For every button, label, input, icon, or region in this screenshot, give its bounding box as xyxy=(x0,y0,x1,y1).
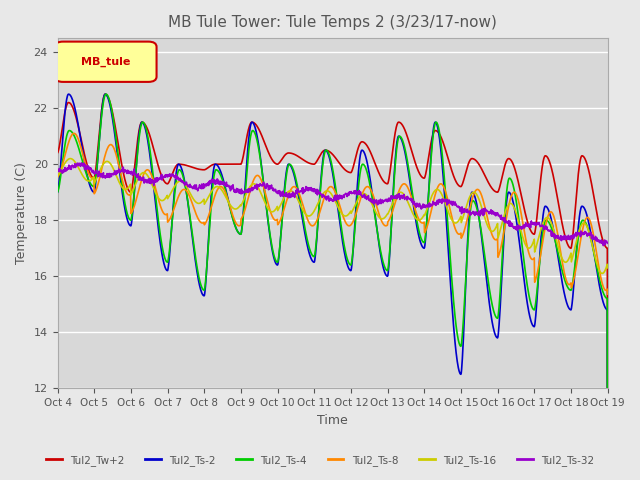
Tul2_Ts-32 xyxy=(77,160,85,166)
Tul2_Ts-32 xyxy=(119,168,127,174)
Tul2_Ts-2 xyxy=(367,182,375,188)
Tul2_Ts-8 xyxy=(54,174,61,180)
Tul2_Ts-2 xyxy=(54,189,61,195)
Tul2_Ts-8 xyxy=(287,186,295,192)
Tul2_Tw+2 xyxy=(119,168,127,173)
Tul2_Ts-32 xyxy=(299,191,307,196)
Tul2_Ts-16 xyxy=(299,207,307,213)
Title: MB Tule Tower: Tule Temps 2 (3/23/17-now): MB Tule Tower: Tule Temps 2 (3/23/17-now… xyxy=(168,15,497,30)
Tul2_Ts-32 xyxy=(287,192,295,198)
Line: Tul2_Ts-8: Tul2_Ts-8 xyxy=(58,133,608,294)
Tul2_Ts-8 xyxy=(97,171,104,177)
Tul2_Ts-8 xyxy=(604,291,612,297)
Tul2_Ts-4 xyxy=(119,188,127,193)
Line: Tul2_Ts-32: Tul2_Ts-32 xyxy=(58,163,608,246)
Tul2_Tw+2 xyxy=(54,150,61,156)
Tul2_Ts-16 xyxy=(54,173,61,179)
Tul2_Ts-32 xyxy=(308,187,316,193)
Tul2_Ts-8 xyxy=(299,202,307,207)
Tul2_Ts-16 xyxy=(598,271,606,276)
Tul2_Ts-16 xyxy=(67,156,74,161)
Tul2_Ts-32 xyxy=(54,168,61,173)
Tul2_Ts-4 xyxy=(287,163,295,168)
Tul2_Ts-2 xyxy=(97,122,104,128)
Tul2_Ts-8 xyxy=(70,131,78,136)
Tul2_Ts-32 xyxy=(97,174,104,180)
Tul2_Ts-4 xyxy=(54,189,61,195)
Tul2_Ts-2 xyxy=(65,91,72,97)
Tul2_Ts-16 xyxy=(119,185,127,191)
Tul2_Ts-2 xyxy=(287,164,295,170)
Tul2_Ts-8 xyxy=(119,179,127,185)
Tul2_Tw+2 xyxy=(101,91,109,97)
Line: Tul2_Ts-2: Tul2_Ts-2 xyxy=(58,94,608,480)
Tul2_Ts-32 xyxy=(604,240,612,246)
Tul2_Ts-16 xyxy=(367,199,375,205)
Tul2_Ts-16 xyxy=(97,167,104,172)
Line: Tul2_Ts-16: Tul2_Ts-16 xyxy=(58,158,608,274)
Tul2_Ts-32 xyxy=(367,196,375,202)
Tul2_Ts-2 xyxy=(308,258,316,264)
Tul2_Ts-4 xyxy=(102,91,110,97)
Tul2_Ts-4 xyxy=(299,213,307,218)
Tul2_Ts-2 xyxy=(299,218,307,224)
Tul2_Ts-4 xyxy=(308,253,316,259)
Tul2_Tw+2 xyxy=(299,156,307,162)
Tul2_Ts-16 xyxy=(287,188,295,194)
Tul2_Ts-32 xyxy=(600,243,607,249)
Tul2_Ts-4 xyxy=(367,188,375,193)
Tul2_Ts-4 xyxy=(96,129,104,134)
Text: MB_tule: MB_tule xyxy=(81,57,130,67)
Tul2_Tw+2 xyxy=(96,121,104,127)
Tul2_Ts-16 xyxy=(308,211,316,216)
Y-axis label: Temperature (C): Temperature (C) xyxy=(15,162,28,264)
Legend: Tul2_Tw+2, Tul2_Ts-2, Tul2_Ts-4, Tul2_Ts-8, Tul2_Ts-16, Tul2_Ts-32: Tul2_Tw+2, Tul2_Ts-2, Tul2_Ts-4, Tul2_Ts… xyxy=(42,451,598,470)
X-axis label: Time: Time xyxy=(317,414,348,427)
Tul2_Ts-8 xyxy=(367,187,375,193)
Tul2_Ts-8 xyxy=(308,223,316,228)
Tul2_Tw+2 xyxy=(287,150,295,156)
Line: Tul2_Tw+2: Tul2_Tw+2 xyxy=(58,94,608,480)
Tul2_Ts-2 xyxy=(119,193,127,199)
Tul2_Tw+2 xyxy=(308,161,316,167)
Tul2_Ts-16 xyxy=(604,265,612,271)
Tul2_Tw+2 xyxy=(367,150,375,156)
FancyBboxPatch shape xyxy=(55,42,157,82)
Line: Tul2_Ts-4: Tul2_Ts-4 xyxy=(58,94,608,480)
